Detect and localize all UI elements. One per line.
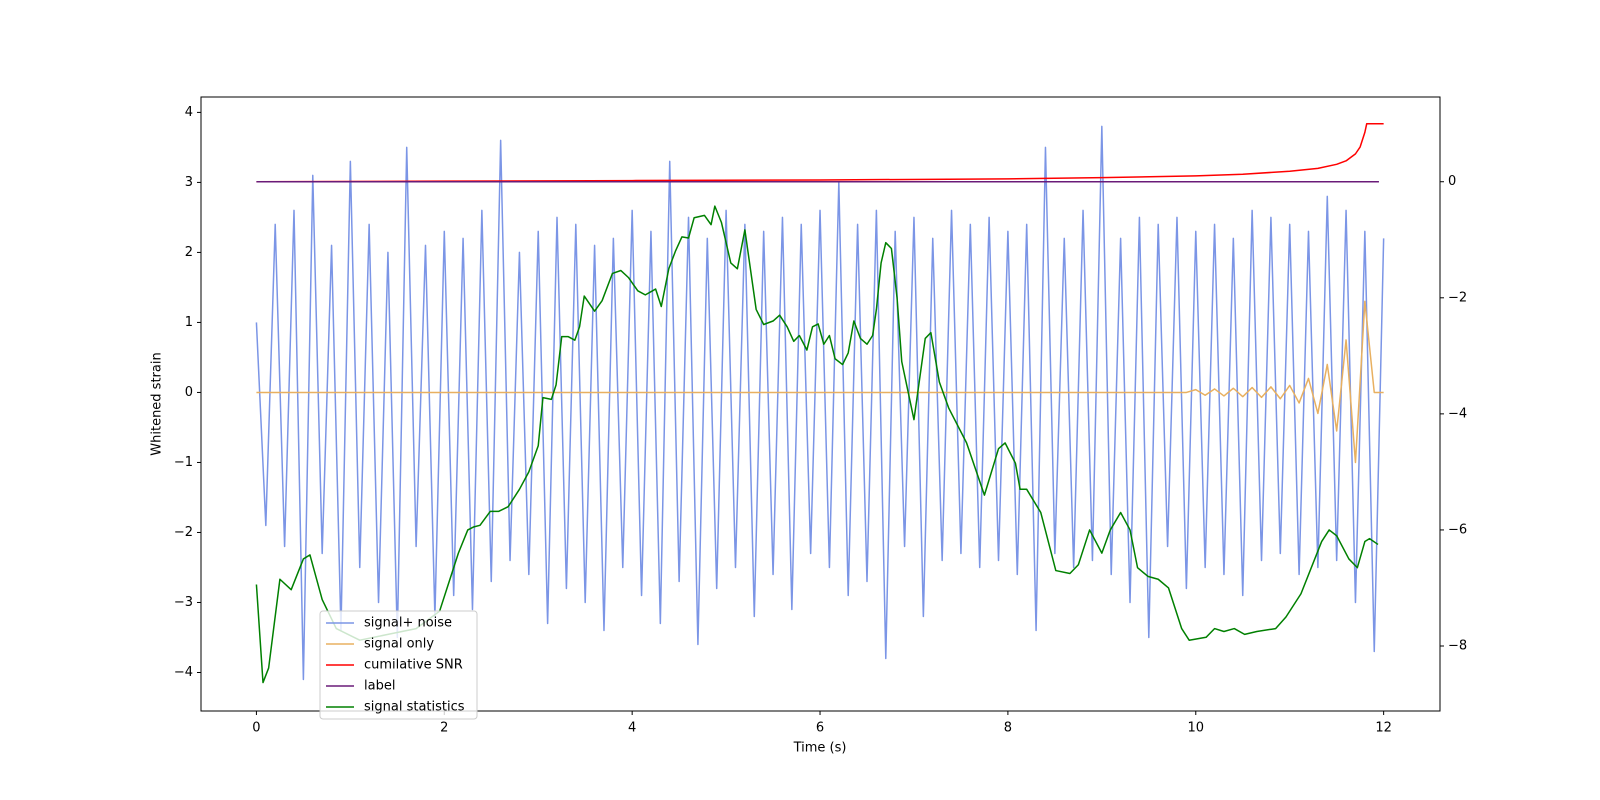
y-tick-label: 1 <box>185 315 193 330</box>
legend-label: signal only <box>364 637 434 652</box>
y2-tick-label: −2 <box>1448 290 1467 305</box>
legend-box <box>319 610 478 720</box>
series-line <box>256 300 1384 464</box>
series-line <box>255 205 1379 684</box>
y-tick-label: −4 <box>174 665 193 680</box>
plot-area <box>255 122 1385 684</box>
legend: signal+ noise signal only cumilative SNR la… <box>319 610 478 720</box>
x-tick-label: 8 <box>1004 721 1012 736</box>
x-axis-label: Time (s) <box>793 741 847 756</box>
y-tick-label: 0 <box>185 385 193 400</box>
y-tick-label: 2 <box>185 245 193 260</box>
x-tick-label: 0 <box>252 721 260 736</box>
series-line <box>255 125 1385 681</box>
y-axis-label: Whitened strain <box>150 352 165 455</box>
series-line <box>256 122 1384 183</box>
x-tick-label: 6 <box>816 721 824 736</box>
x-tick-label: 2 <box>440 721 448 736</box>
y-tick-label: 3 <box>185 175 193 190</box>
y-tick-label: −3 <box>174 595 193 610</box>
y-tick-label: −1 <box>174 455 193 470</box>
x-tick-label: 4 <box>628 721 636 736</box>
y2-tick-label: −4 <box>1448 406 1467 421</box>
legend-label: signal statistics <box>364 700 465 715</box>
legend-label: cumilative SNR <box>364 658 463 673</box>
x-tick-label: 12 <box>1375 721 1392 736</box>
y2-tick-label: −6 <box>1448 522 1467 537</box>
x-tick-label: 10 <box>1187 721 1204 736</box>
y-tick-label: −2 <box>174 525 193 540</box>
y2-tick-label: 0 <box>1448 174 1456 189</box>
legend-label: label <box>364 679 395 694</box>
legend-label: signal+ noise <box>364 616 452 631</box>
y-tick-label: 4 <box>185 105 193 120</box>
y2-tick-label: −8 <box>1448 639 1467 654</box>
